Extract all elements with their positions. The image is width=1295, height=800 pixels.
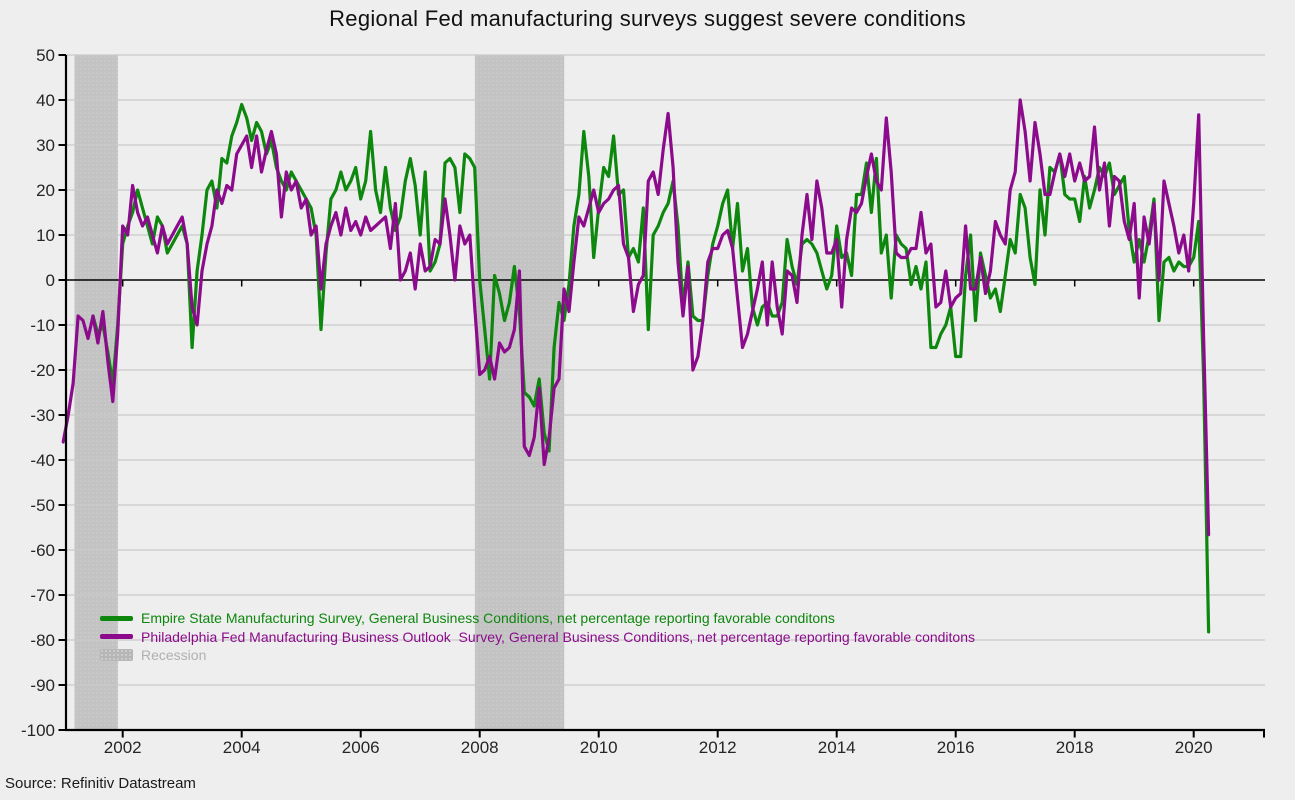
empire-line [91, 102, 1211, 634]
y-tick-label: -60 [30, 541, 55, 560]
axes: 50403020100-10-20-30-40-50-60-70-80-90-1… [21, 46, 1265, 757]
legend-item-philadelphia: Philadelphia Fed Manufacturing Business … [100, 628, 975, 647]
y-tick-label: -10 [30, 316, 55, 335]
y-tick-label: -100 [21, 721, 55, 740]
y-tick-label: 20 [36, 181, 55, 200]
x-tick-label: 2004 [223, 738, 261, 757]
philadelphia-line [61, 98, 1211, 537]
y-tick-label: -90 [30, 676, 55, 695]
y-tick-label: 10 [36, 226, 55, 245]
x-tick-label: 2002 [104, 738, 142, 757]
legend: Empire State Manufacturing Survey, Gener… [100, 609, 975, 665]
legend-item-empire: Empire State Manufacturing Survey, Gener… [100, 609, 975, 628]
y-tick-label: -80 [30, 631, 55, 650]
source-text: Source: Refinitiv Datastream [5, 775, 196, 792]
x-tick-label: 2016 [937, 738, 975, 757]
philadelphia-swatch [100, 634, 133, 640]
x-tick-label: 2018 [1056, 738, 1094, 757]
empire-label: Empire State Manufacturing Survey, Gener… [141, 610, 835, 626]
philadelphia-label: Philadelphia Fed Manufacturing Business … [141, 628, 976, 645]
y-tick-label: 0 [46, 271, 55, 290]
y-tick-label: -40 [30, 451, 55, 470]
recession-band [474, 55, 565, 730]
x-tick-label: 2008 [461, 738, 499, 757]
empire-swatch [100, 615, 133, 621]
y-tick-label: 50 [36, 46, 55, 65]
zero-axis [66, 279, 1265, 287]
y-tick-label: -20 [30, 361, 55, 380]
y-tick-label: -50 [30, 496, 55, 515]
recession-label: Recession [141, 647, 207, 663]
x-tick-label: 2010 [580, 738, 618, 757]
chart-title: Regional Fed manufacturing surveys sugge… [329, 6, 966, 31]
recession-swatch [100, 649, 133, 662]
y-tick-label: -70 [30, 586, 55, 605]
x-tick-label: 2020 [1175, 738, 1213, 757]
x-tick-label: 2006 [342, 738, 380, 757]
x-tick-label: 2014 [818, 738, 856, 757]
y-tick-label: -30 [30, 406, 55, 425]
y-tick-label: 30 [36, 136, 55, 155]
legend-item-recession: Recession [100, 646, 975, 665]
y-tick-label: 40 [36, 91, 55, 110]
x-tick-label: 2012 [699, 738, 737, 757]
